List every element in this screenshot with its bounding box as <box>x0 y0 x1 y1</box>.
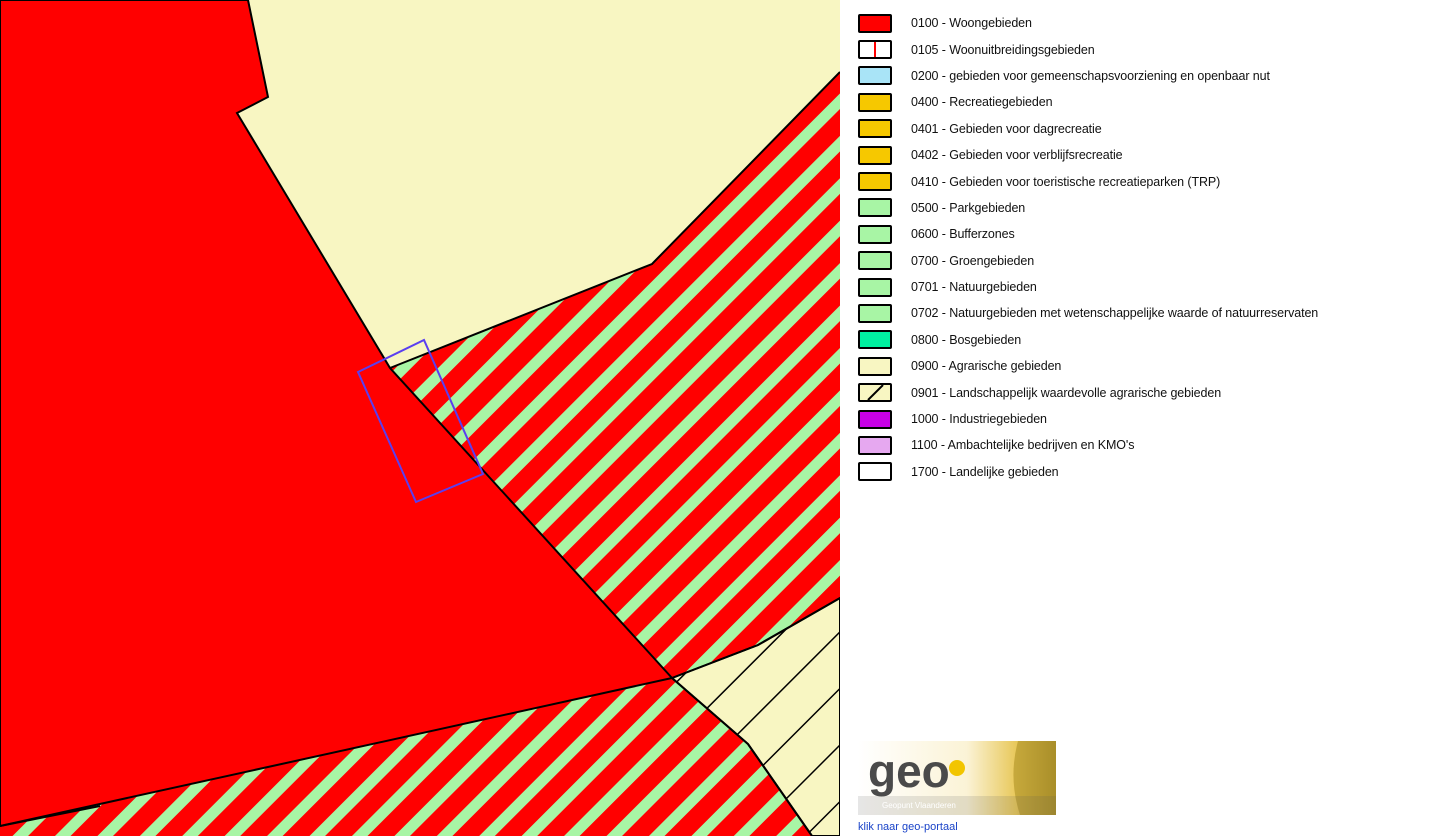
legend-item: 0701 - Natuurgebieden <box>858 274 1433 300</box>
boundary-line <box>389 71 840 369</box>
legend-swatch <box>858 40 892 60</box>
woongebieden-area <box>0 0 674 828</box>
legend-item: 0800 - Bosgebieden <box>858 327 1433 353</box>
legend-item: 0402 - Gebieden voor verblijfsrecreatie <box>858 142 1433 168</box>
legend-swatch <box>858 303 892 323</box>
legend-item: 0410 - Gebieden voor toeristische recrea… <box>858 168 1433 194</box>
legend-item: 0401 - Gebieden voor dagrecreatie <box>858 116 1433 142</box>
boundary-line <box>671 597 840 679</box>
logo-dot-icon <box>949 760 965 776</box>
legend: 0100 - Woongebieden 0105 - Woonuitbreidin… <box>858 10 1433 485</box>
legend-label: 0600 - Bufferzones <box>911 227 1015 242</box>
legend-item: 0100 - Woongebieden <box>858 10 1433 36</box>
boundary-line <box>0 805 101 827</box>
logo-word: geo <box>868 745 950 797</box>
legend-swatch <box>858 92 892 112</box>
legend-swatch <box>858 277 892 297</box>
map-canvas[interactable] <box>0 0 840 836</box>
legend-label: 0401 - Gebieden voor dagrecreatie <box>911 121 1102 136</box>
legend-swatch <box>858 224 892 244</box>
geo-portaal-link[interactable]: klik naar geo-portaal <box>858 821 958 833</box>
legend-swatch <box>858 383 892 403</box>
legend-label: 0702 - Natuurgebieden met wetenschappeli… <box>911 306 1319 321</box>
legend-item: 0700 - Groengebieden <box>858 248 1433 274</box>
legend-label: 0700 - Groengebieden <box>911 253 1035 268</box>
legend-label: 0105 - Woonuitbreidingsgebieden <box>911 42 1095 57</box>
legend-swatch <box>858 172 892 192</box>
legend-label: 0800 - Bosgebieden <box>911 332 1022 347</box>
selected-parcel[interactable] <box>356 338 485 504</box>
logo-subtitle: Geopunt Vlaanderen <box>882 801 956 810</box>
legend-swatch <box>858 435 892 455</box>
natuur-striped-area <box>0 72 840 836</box>
legend-swatch <box>858 119 892 139</box>
legend-item: 0500 - Parkgebieden <box>858 195 1433 221</box>
legend-item: 1700 - Landelijke gebieden <box>858 459 1433 485</box>
legend-label: 0901 - Landschappelijk waardevolle agrar… <box>911 385 1222 400</box>
legend-item: 1100 - Ambachtelijke bedrijven en KMO's <box>858 432 1433 458</box>
legend-label: 0500 - Parkgebieden <box>911 200 1026 215</box>
legend-swatch <box>858 251 892 271</box>
legend-label: 0701 - Natuurgebieden <box>911 280 1037 295</box>
boundary-line <box>671 677 813 836</box>
legend-item: 0200 - gebieden voor gemeenschapsvoorzie… <box>858 63 1433 89</box>
legend-swatch <box>858 409 892 429</box>
legend-label: 1000 - Industriegebieden <box>911 412 1047 427</box>
legend-item: 0702 - Natuurgebieden met wetenschappeli… <box>858 300 1433 326</box>
legend-label: 0100 - Woongebieden <box>911 16 1032 31</box>
legend-label: 0900 - Agrarische gebieden <box>911 359 1062 374</box>
legend-label: 1700 - Landelijke gebieden <box>911 464 1059 479</box>
legend-item: 0400 - Recreatiegebieden <box>858 89 1433 115</box>
map-view[interactable] <box>0 0 840 836</box>
legend-label: 1100 - Ambachtelijke bedrijven en KMO's <box>911 438 1135 453</box>
legend-label: 0400 - Recreatiegebieden <box>911 95 1053 110</box>
legend-swatch <box>858 330 892 350</box>
legend-swatch <box>858 145 892 165</box>
legend-label: 0200 - gebieden voor gemeenschapsvoorzie… <box>911 68 1270 83</box>
legend-swatch <box>858 356 892 376</box>
legend-label: 0410 - Gebieden voor toeristische recrea… <box>911 174 1221 189</box>
legend-item: 1000 - Industriegebieden <box>858 406 1433 432</box>
legend-item: 0901 - Landschappelijk waardevolle agrar… <box>858 379 1433 405</box>
geopunt-logo[interactable]: geo Geopunt Vlaanderen <box>858 741 1056 815</box>
legend-swatch <box>858 66 892 86</box>
legend-item: 0600 - Bufferzones <box>858 221 1433 247</box>
legend-item: 0900 - Agrarische gebieden <box>858 353 1433 379</box>
legend-label: 0402 - Gebieden voor verblijfsrecreatie <box>911 148 1123 163</box>
legend-swatch <box>858 13 892 33</box>
legend-item: 0105 - Woonuitbreidingsgebieden <box>858 36 1433 62</box>
legend-swatch <box>858 198 892 218</box>
legend-swatch <box>858 462 892 482</box>
